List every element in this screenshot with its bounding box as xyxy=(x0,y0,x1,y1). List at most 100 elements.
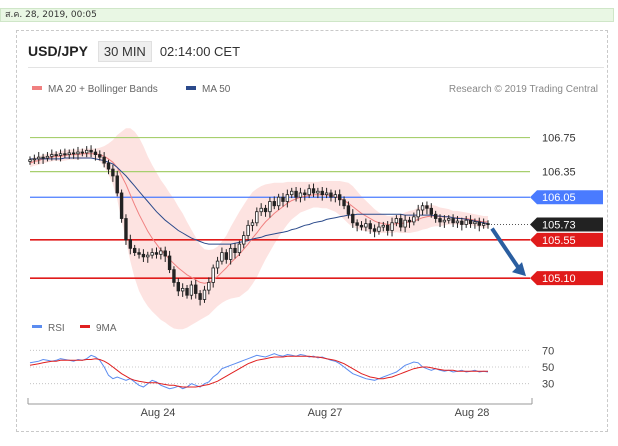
timestamp-bar: ส.ค. 28, 2019, 00:05 xyxy=(0,8,614,22)
candle-body xyxy=(290,190,294,196)
candle-body xyxy=(45,155,50,159)
candle-body xyxy=(329,192,333,198)
candle-body xyxy=(377,226,381,232)
candle-body xyxy=(455,220,460,224)
candle-body xyxy=(146,254,150,258)
timeframe-button[interactable]: 30 MIN xyxy=(97,40,152,62)
candle-body xyxy=(111,168,115,177)
candle-body xyxy=(486,223,490,226)
moving-averages xyxy=(29,153,489,284)
candle-body xyxy=(303,192,307,196)
candle-body xyxy=(433,213,438,219)
ma50-legend-label: MA 50 xyxy=(202,84,231,95)
level-label-106.75: 106.75 xyxy=(542,133,576,145)
candlesticks xyxy=(28,145,490,306)
candle-body xyxy=(468,219,473,225)
ma20-legend-swatch xyxy=(32,86,42,90)
ma20-line xyxy=(29,153,488,284)
candle-body xyxy=(337,194,342,201)
ma50-legend-swatch xyxy=(186,86,196,90)
candle-body xyxy=(180,287,185,292)
candle-body xyxy=(438,218,442,223)
candle-body xyxy=(58,153,63,156)
candle-body xyxy=(176,282,181,292)
level-tag-105.73 xyxy=(530,217,603,232)
arrow-head xyxy=(512,262,526,277)
candle-body xyxy=(451,218,455,224)
candle-body xyxy=(342,199,346,207)
research-credit: Research © 2019 Trading Central xyxy=(449,84,598,95)
candle-body xyxy=(420,205,425,211)
candle-body xyxy=(259,207,263,213)
level-label-105.55: 105.55 xyxy=(542,235,576,247)
candle-body xyxy=(429,207,433,215)
candle-body xyxy=(189,284,194,296)
candle-body xyxy=(416,209,420,218)
rsi-tick-label: 70 xyxy=(542,345,554,357)
candle-body xyxy=(233,247,237,254)
level-label-105.10: 105.10 xyxy=(542,273,576,285)
candle-body xyxy=(311,188,316,194)
candle-body xyxy=(403,219,407,228)
level-tag-106.05 xyxy=(530,190,603,205)
x-tick-label: Aug 24 xyxy=(141,407,176,419)
candle-body xyxy=(407,219,412,223)
rsi-legend-swatch xyxy=(32,325,42,328)
candle-body xyxy=(368,223,372,230)
candle-body xyxy=(119,192,124,219)
level-tag-105.55 xyxy=(530,232,603,247)
ma50-line xyxy=(30,157,489,245)
candle-body xyxy=(385,224,390,231)
candle-body xyxy=(307,188,311,196)
candle-body xyxy=(37,156,41,160)
candle-body xyxy=(298,192,303,198)
rsi-line xyxy=(29,353,489,390)
candle-body xyxy=(263,207,268,213)
x-tick-label: Aug 27 xyxy=(308,407,343,419)
forecast-arrow xyxy=(490,227,526,277)
timestamp: ส.ค. 28, 2019, 00:05 xyxy=(5,10,97,20)
candle-body xyxy=(242,235,246,245)
chart-header: USD/JPY 30 MIN 02:14:00 CET xyxy=(28,40,240,62)
candle-body xyxy=(224,252,228,260)
level-labels: 106.75 106.35 106.05 105.73 105.55 105.10 xyxy=(530,133,603,286)
level-label-106.05: 106.05 xyxy=(542,192,576,204)
level-label-105.73: 105.73 xyxy=(542,219,576,231)
candle-body xyxy=(106,162,111,170)
candle-body xyxy=(425,205,429,209)
candle-body xyxy=(167,255,172,271)
candle-body xyxy=(102,156,106,164)
candle-body xyxy=(464,219,468,225)
candle-body xyxy=(198,293,202,300)
candle-body xyxy=(390,222,394,231)
candle-body xyxy=(316,190,320,194)
candle-body xyxy=(220,252,224,262)
level-tag-105.10 xyxy=(530,271,603,286)
candle-body xyxy=(150,252,154,256)
rsi-tick-label: 50 xyxy=(542,362,554,374)
candle-body xyxy=(460,220,464,225)
rsi-tick-label: 30 xyxy=(542,379,554,391)
candle-body xyxy=(381,224,386,228)
candle-body xyxy=(281,196,285,202)
candle-body xyxy=(250,222,255,226)
candle-body xyxy=(194,284,198,294)
candle-body xyxy=(28,159,32,162)
candle-body xyxy=(228,247,233,260)
ma20-legend-label: MA 20 + Bollinger Bands xyxy=(48,84,158,95)
candle-body xyxy=(172,269,176,283)
candle-body xyxy=(324,192,329,196)
candle-body xyxy=(294,190,298,198)
candle-body xyxy=(185,287,189,296)
rsi-legend-label: RSI xyxy=(48,323,65,334)
candle-body xyxy=(207,282,211,291)
candle-body xyxy=(268,201,272,213)
candle-body xyxy=(63,153,67,156)
bollinger-band-fill xyxy=(30,128,488,330)
candle-body xyxy=(115,175,119,194)
candle-body xyxy=(285,194,290,202)
candle-body xyxy=(67,152,71,156)
candle-body xyxy=(246,224,250,236)
candle-body xyxy=(272,201,276,207)
candle-body xyxy=(137,252,141,255)
